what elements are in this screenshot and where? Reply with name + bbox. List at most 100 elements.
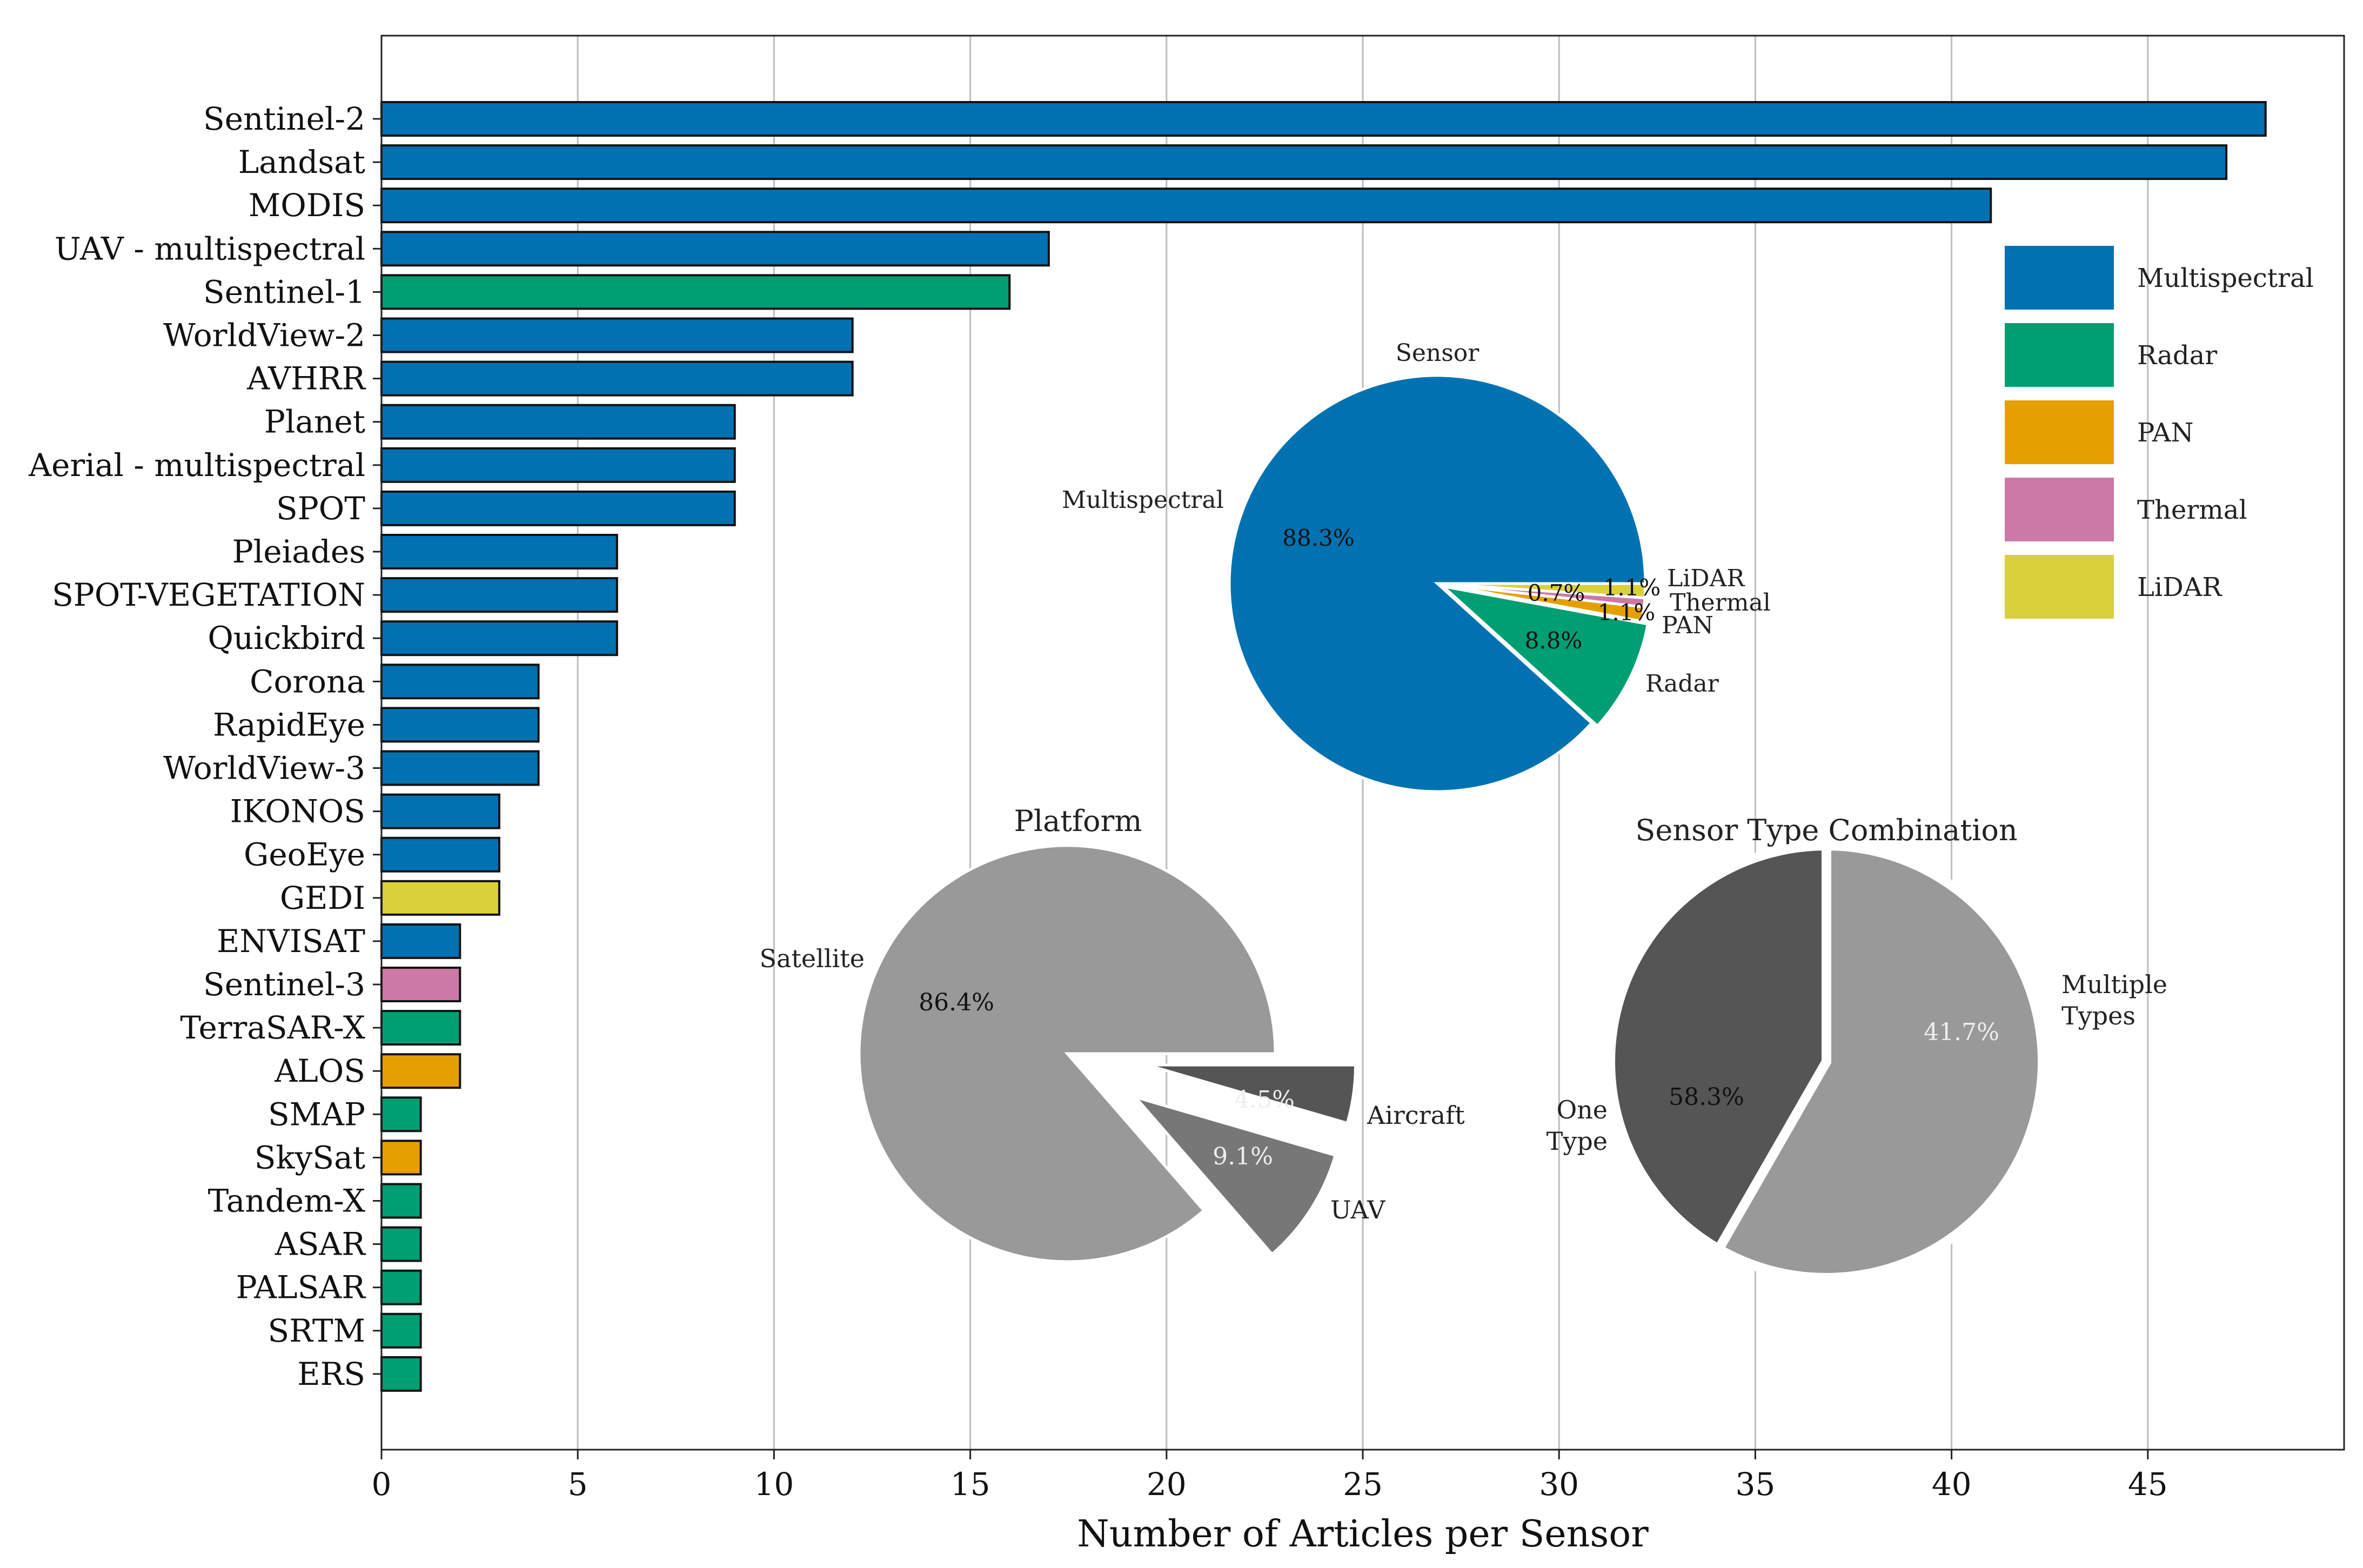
pie-label-uav: UAV [1330, 1195, 1385, 1224]
legend-label-thermal: Thermal [2137, 495, 2247, 525]
pie-label-satellite: Satellite [760, 944, 865, 973]
y-tick-label-alos: ALOS [274, 1053, 365, 1089]
bar-quickbird [380, 620, 618, 656]
x-tick-label: 15 [950, 1466, 990, 1503]
bar-palsar [380, 1269, 422, 1305]
bar-terrasar-x [380, 1010, 461, 1046]
bar-ers [380, 1356, 422, 1392]
pie-label-pan: PAN [1662, 612, 1713, 639]
pie-slice-satellite [858, 844, 1277, 1263]
x-tick-label: 25 [1343, 1466, 1383, 1503]
y-tick-label-uav-multispectral: UAV - multispectral [55, 230, 365, 267]
y-tick-label-ers: ERS [297, 1356, 365, 1392]
y-tick-label-worldview-3: WorldView-3 [163, 750, 365, 787]
pie-label: Multiple [2061, 970, 2167, 999]
bar-avhrr [380, 360, 854, 397]
pie-percentage: 1.1% [1603, 574, 1661, 601]
bar-uav-multispectral [380, 231, 1050, 267]
y-tick-label-rapideye: RapidEye [213, 706, 365, 743]
bar-worldview-2 [380, 317, 854, 353]
bar-sentinel-1 [380, 274, 1011, 310]
bar-worldview-3 [380, 750, 540, 786]
pie-slice-one-type [1712, 840, 2047, 1283]
y-tick-label-pleiades: Pleiades [232, 533, 365, 570]
bar-gedi [380, 880, 500, 916]
sensor-pie: Sensor Multispectral 88.3% Radar 8.8% PAN1.1%… [1062, 339, 1771, 793]
legend-label-lidar: LiDAR [2137, 572, 2223, 602]
bar-series [380, 101, 2267, 1392]
x-tick-label: 0 [372, 1466, 392, 1503]
pie-slice-radar [1438, 584, 1650, 728]
pie-slice-aircraft [1147, 1063, 1357, 1125]
legend-swatch-lidar [2005, 555, 2114, 619]
legend: Multispectral Radar PAN Thermal LiDAR [2005, 246, 2314, 619]
pie-percentage: 41.7% [1924, 1018, 1999, 1046]
y-tick-label-smap: SMAP [268, 1096, 365, 1133]
bar-planet [380, 404, 736, 440]
pie-title: Platform [1014, 804, 1142, 838]
bar-tandem-x [380, 1183, 422, 1219]
bar-skysat [380, 1140, 422, 1176]
y-tick-label-envisat: ENVISAT [217, 923, 365, 960]
x-tick-label: 20 [1147, 1466, 1187, 1503]
pie-percentage: 0.7% [1528, 580, 1585, 606]
y-tick-label-corona: Corona [250, 663, 365, 700]
y-tick-label-geoeye: GeoEye [244, 836, 365, 873]
y-tick-label-tandem-x: Tandem-X [208, 1183, 366, 1219]
bar-spot-vegetation [380, 577, 618, 613]
x-axis-title: Number of Articles per Sensor [1077, 1513, 1649, 1556]
y-tick-label-spot: SPOT [276, 490, 365, 527]
y-tick-label-skysat: SkySat [255, 1139, 365, 1176]
pie-percentage: 88.3% [1282, 525, 1354, 551]
x-tick-label: 10 [754, 1466, 794, 1503]
bar-rapideye [380, 707, 540, 743]
pie-percentage: 9.1% [1213, 1143, 1273, 1170]
y-tick-label-terrasar-x: TerraSAR-X [180, 1009, 365, 1046]
bar-srtm [380, 1312, 422, 1349]
pie-percentage: 4.5% [1234, 1086, 1295, 1114]
bar-corona [380, 664, 540, 700]
pie-label: Type [1547, 1127, 1608, 1156]
combination-pie: Sensor Type CombinationMultipleTypes41.7… [1547, 813, 2167, 1283]
bar-smap [380, 1096, 422, 1133]
pie-label: Types [2061, 1001, 2136, 1030]
bar-envisat [380, 923, 461, 959]
y-tick-label-sentinel-2: Sentinel-2 [203, 100, 365, 137]
bar-alos [380, 1053, 461, 1089]
y-tick-label-planet: Planet [264, 404, 365, 440]
x-tick-label: 35 [1735, 1466, 1775, 1503]
axes: 0 5 10 15 20 25 30 35 40 45 Sentinel-2 Landsat MODIS… [28, 100, 2167, 1503]
pie-slice-lidar [1437, 582, 1647, 600]
y-tick-label-ikonos: IKONOS [230, 793, 365, 830]
pie-label-aircraft: Aircraft [1367, 1101, 1465, 1130]
legend-swatch-multispectral [2005, 246, 2114, 310]
y-tick-label-worldview-2: WorldView-2 [163, 317, 365, 354]
legend-label-radar: Radar [2137, 340, 2217, 371]
legend-swatch-radar [2005, 323, 2114, 387]
pie-percentage: 86.4% [919, 989, 994, 1016]
bar-pleiades [380, 534, 618, 569]
y-tick-label-palsar: PALSAR [236, 1269, 367, 1306]
y-tick-label-modis: MODIS [249, 187, 365, 224]
bar-aerial-multispectral [380, 447, 736, 483]
bar-sentinel-2 [380, 101, 2267, 137]
legend-swatch-pan [2005, 400, 2114, 464]
legend-label-multispectral: Multispectral [2137, 263, 2314, 293]
bar-sentinel-3 [380, 967, 461, 1002]
y-tick-label-sentinel-3: Sentinel-3 [203, 966, 365, 1003]
y-tick-label-landsat: Landsat [238, 144, 365, 180]
pie-label-multispectral: Multispectral [1062, 486, 1224, 514]
y-tick-label-quickbird: Quickbird [207, 620, 365, 656]
pie-title: Sensor [1396, 339, 1480, 367]
bar-asar [380, 1226, 422, 1262]
pie-label-thermal: Thermal [1670, 589, 1771, 617]
y-tick-label-gedi: GEDI [280, 880, 365, 916]
pie-percentage: 58.3% [1669, 1083, 1744, 1111]
bar-ikonos [380, 793, 500, 829]
legend-label-pan: PAN [2137, 418, 2194, 448]
y-tick-label-sentinel-1: Sentinel-1 [203, 273, 365, 310]
bar-spot [380, 490, 736, 526]
x-tick-label: 45 [2128, 1466, 2168, 1503]
x-tick-label: 40 [1932, 1466, 1972, 1503]
